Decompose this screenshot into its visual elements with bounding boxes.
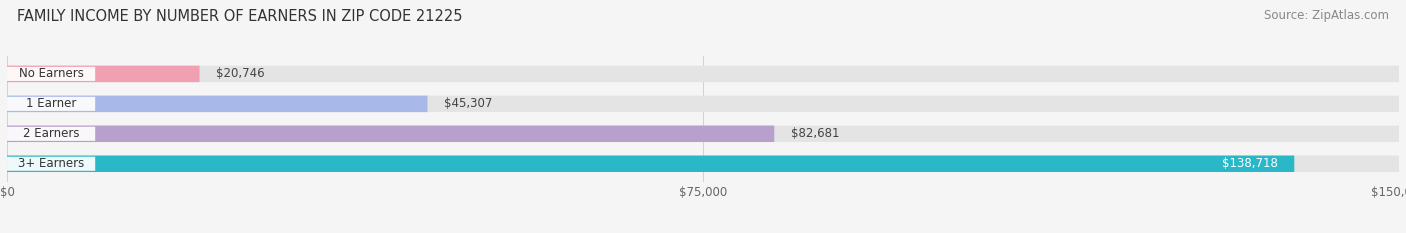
FancyBboxPatch shape bbox=[7, 67, 96, 81]
FancyBboxPatch shape bbox=[7, 156, 1399, 172]
FancyBboxPatch shape bbox=[7, 66, 1399, 82]
Text: Source: ZipAtlas.com: Source: ZipAtlas.com bbox=[1264, 9, 1389, 22]
FancyBboxPatch shape bbox=[7, 156, 1295, 172]
Text: $138,718: $138,718 bbox=[1222, 157, 1278, 170]
Text: 1 Earner: 1 Earner bbox=[25, 97, 76, 110]
Text: No Earners: No Earners bbox=[18, 67, 83, 80]
FancyBboxPatch shape bbox=[7, 157, 96, 171]
FancyBboxPatch shape bbox=[7, 126, 1399, 142]
FancyBboxPatch shape bbox=[7, 97, 96, 111]
Text: 2 Earners: 2 Earners bbox=[22, 127, 79, 140]
FancyBboxPatch shape bbox=[7, 96, 427, 112]
Text: $20,746: $20,746 bbox=[217, 67, 264, 80]
FancyBboxPatch shape bbox=[7, 127, 96, 141]
FancyBboxPatch shape bbox=[7, 96, 1399, 112]
Text: $82,681: $82,681 bbox=[792, 127, 839, 140]
Text: $45,307: $45,307 bbox=[444, 97, 492, 110]
FancyBboxPatch shape bbox=[7, 126, 775, 142]
FancyBboxPatch shape bbox=[7, 66, 200, 82]
Text: FAMILY INCOME BY NUMBER OF EARNERS IN ZIP CODE 21225: FAMILY INCOME BY NUMBER OF EARNERS IN ZI… bbox=[17, 9, 463, 24]
Text: 3+ Earners: 3+ Earners bbox=[18, 157, 84, 170]
